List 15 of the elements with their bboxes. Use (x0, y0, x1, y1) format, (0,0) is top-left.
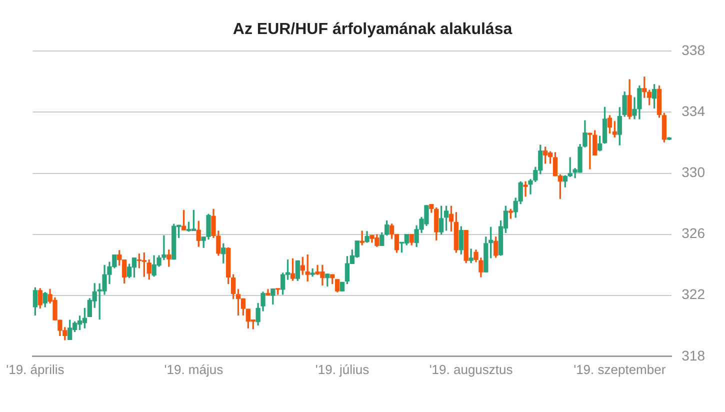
y-tick-label: 322 (682, 286, 706, 302)
candlestick (360, 230, 364, 246)
x-tick-label: '19. május (164, 362, 224, 377)
x-tick-label: '19. július (315, 362, 370, 377)
x-tick-label: '19. szeptember (574, 362, 666, 377)
x-tick-label: '19. augusztus (429, 362, 514, 377)
y-tick-label: 318 (682, 347, 706, 364)
y-tick-label: 334 (682, 103, 706, 120)
candlestick (523, 181, 528, 197)
x-tick-label: '19. április (6, 362, 65, 377)
y-tick-label: 330 (682, 164, 706, 180)
y-tick-label: 338 (682, 42, 706, 58)
y-tick-label: 326 (682, 225, 706, 242)
candlestick (468, 248, 474, 264)
chart-title: Az EUR/HUF árfolyamának alakulása (232, 21, 512, 38)
